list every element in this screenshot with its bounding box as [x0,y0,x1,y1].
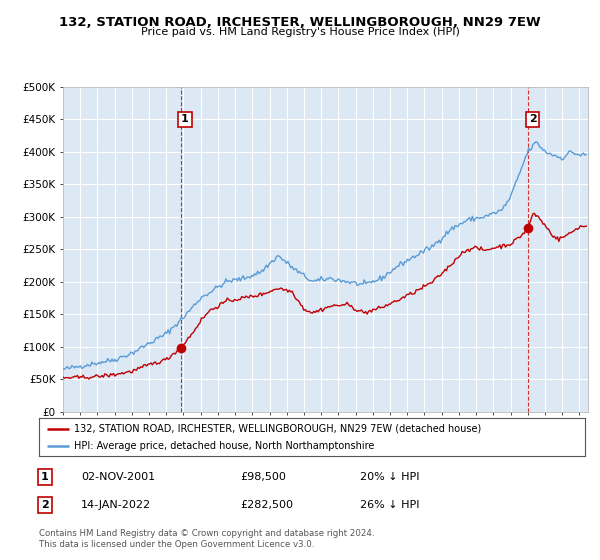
Text: 132, STATION ROAD, IRCHESTER, WELLINGBOROUGH, NN29 7EW (detached house): 132, STATION ROAD, IRCHESTER, WELLINGBOR… [74,423,482,433]
Text: 1: 1 [181,114,189,124]
Text: 02-NOV-2001: 02-NOV-2001 [81,472,155,482]
Text: Contains HM Land Registry data © Crown copyright and database right 2024.
This d: Contains HM Land Registry data © Crown c… [39,529,374,549]
Text: Price paid vs. HM Land Registry's House Price Index (HPI): Price paid vs. HM Land Registry's House … [140,27,460,37]
Text: 2: 2 [41,500,49,510]
Text: 1: 1 [41,472,49,482]
Text: HPI: Average price, detached house, North Northamptonshire: HPI: Average price, detached house, Nort… [74,441,375,451]
Text: 20% ↓ HPI: 20% ↓ HPI [360,472,419,482]
Text: £282,500: £282,500 [240,500,293,510]
Text: 132, STATION ROAD, IRCHESTER, WELLINGBOROUGH, NN29 7EW: 132, STATION ROAD, IRCHESTER, WELLINGBOR… [59,16,541,29]
Text: 2: 2 [529,114,536,124]
Text: £98,500: £98,500 [240,472,286,482]
Text: 14-JAN-2022: 14-JAN-2022 [81,500,151,510]
Text: 26% ↓ HPI: 26% ↓ HPI [360,500,419,510]
